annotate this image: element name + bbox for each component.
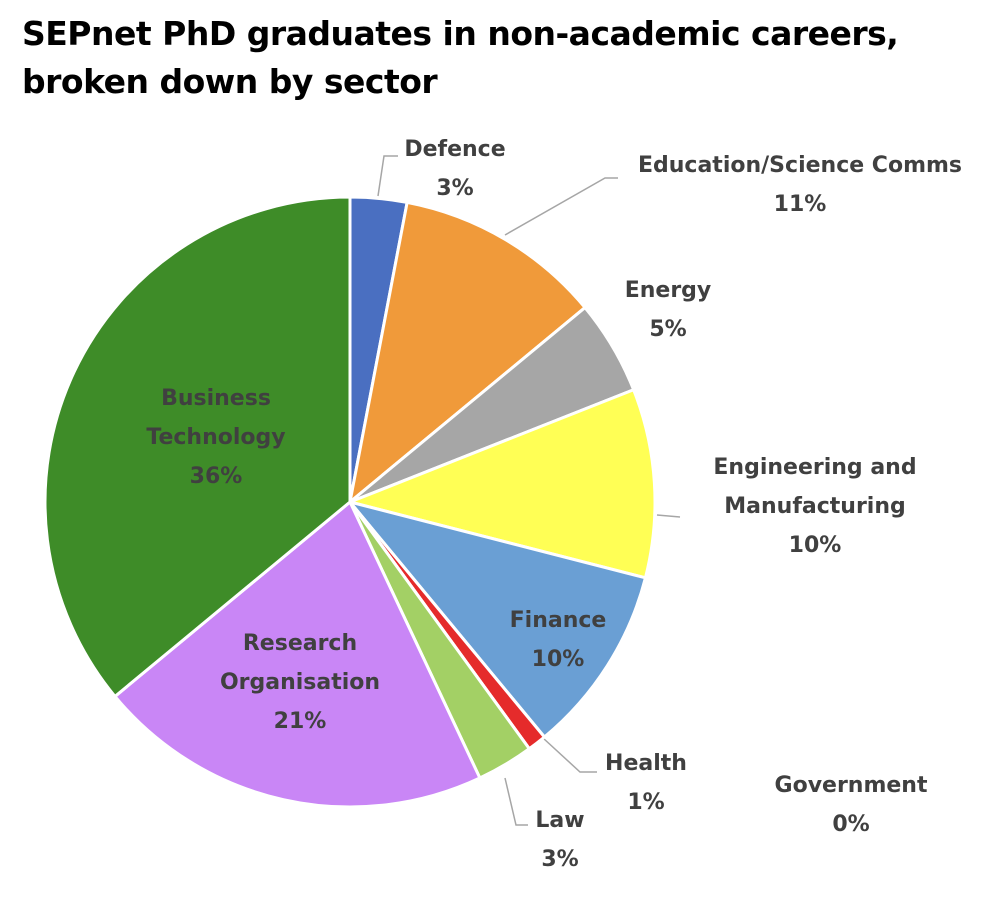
value-label: 11% — [773, 192, 827, 217]
leader-line — [377, 155, 398, 197]
category-label: Engineering and Manufacturing — [713, 455, 917, 519]
leader-line — [542, 737, 597, 773]
category-label: Business Technology — [146, 386, 286, 450]
data-label: Energy 5% — [568, 271, 768, 349]
data-label: Business Technology 36% — [136, 379, 296, 496]
pie-slice — [113, 500, 482, 809]
category-label: Research Organisation — [219, 631, 381, 695]
data-label: Defence 3% — [355, 130, 555, 208]
data-label: Engineering and Manufacturing 10% — [700, 448, 930, 565]
value-label: 21% — [273, 709, 327, 734]
category-label: Law — [535, 808, 585, 833]
pie-slice — [348, 500, 647, 739]
category-label: Education/Science Comms — [637, 153, 963, 178]
data-label: Government 0% — [741, 766, 961, 844]
data-label: Research Organisation 21% — [205, 624, 395, 741]
leader-line — [504, 777, 528, 826]
category-label: Finance — [509, 608, 607, 633]
data-label: Health 1% — [566, 744, 726, 822]
value-label: 5% — [649, 317, 687, 342]
data-label: Finance 10% — [458, 601, 658, 679]
leader-line — [656, 514, 681, 518]
category-label: Government — [774, 773, 928, 798]
data-label: Law 3% — [500, 801, 620, 879]
category-label: Energy — [624, 278, 712, 303]
leader-line — [504, 177, 618, 236]
data-label: Education/Science Comms 11% — [610, 146, 986, 224]
value-label: 36% — [189, 464, 243, 489]
value-label: 10% — [531, 647, 585, 672]
value-label: 1% — [627, 790, 665, 815]
chart-title: SEPnet PhD graduates in non-academic car… — [22, 14, 899, 101]
value-label: 3% — [541, 847, 579, 872]
category-label: Defence — [404, 137, 506, 162]
pie-slice — [348, 200, 587, 504]
pie-slice — [348, 388, 657, 580]
leader-lines — [377, 155, 681, 826]
value-label: 0% — [832, 812, 870, 837]
pie-slice — [43, 195, 352, 698]
value-label: 10% — [788, 533, 842, 558]
category-label: Health — [605, 751, 687, 776]
value-label: 3% — [436, 176, 474, 201]
